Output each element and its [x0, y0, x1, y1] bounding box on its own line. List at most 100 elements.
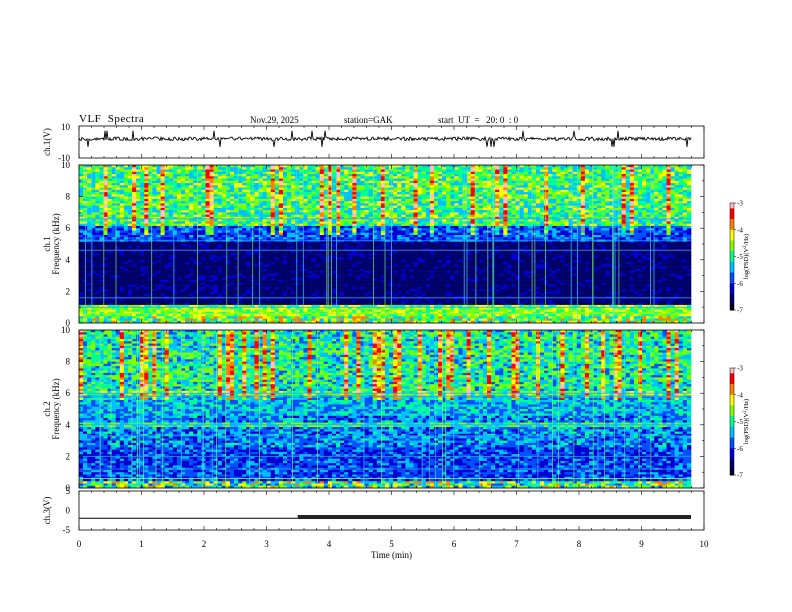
spec-cell [274, 237, 280, 240]
spec-cell [209, 171, 214, 175]
spec-cell [246, 241, 251, 245]
spec-cell [79, 275, 84, 279]
spec-cell [242, 244, 247, 247]
spec-cell [144, 237, 149, 240]
spec-cell [103, 207, 108, 211]
spec-cell [364, 255, 369, 258]
spec-cell [168, 284, 174, 288]
spec-cell [234, 255, 239, 258]
spec-cell [127, 185, 133, 188]
spec-cell [132, 273, 137, 276]
spec-cell [91, 248, 96, 252]
spec-cell [270, 275, 276, 279]
spec-cell [201, 223, 206, 227]
spec-cell [144, 309, 149, 313]
spec-cell [123, 293, 129, 297]
spec-cell [127, 266, 133, 270]
spec-cell [144, 300, 149, 303]
spec-cell [168, 293, 174, 297]
spec-cell [311, 255, 316, 258]
spec-cell [103, 253, 108, 256]
spec-cell [99, 302, 104, 306]
spec-cell [148, 318, 153, 322]
spec-cell [127, 275, 133, 279]
spec-cell [172, 302, 178, 306]
spec-cell [307, 234, 312, 238]
spec-cell [189, 271, 194, 274]
spec-cell [315, 187, 321, 191]
spec-cell [144, 298, 149, 301]
spec-cell [107, 210, 112, 213]
spec-cell [209, 176, 214, 179]
spec-cell [87, 273, 92, 276]
spec-cell [197, 183, 202, 186]
spec-cell [79, 234, 84, 238]
spec-cell [327, 246, 333, 249]
spec-cell [140, 277, 145, 281]
spec-cell [213, 174, 219, 177]
spec-cell [144, 246, 149, 249]
spec-cell [344, 313, 349, 317]
spec-cell [156, 223, 161, 227]
spec-cell [315, 304, 321, 308]
spec-cell [225, 165, 231, 168]
spec-cell [181, 244, 186, 247]
spec-cell [205, 185, 210, 188]
spec-cell [103, 203, 108, 206]
spec-cell [348, 198, 353, 202]
spec-cell [360, 167, 365, 170]
spec-cell [270, 248, 276, 252]
spec-cell [152, 309, 157, 313]
spec-cell [299, 275, 304, 279]
spec-cell [172, 189, 178, 193]
spec-cell [283, 313, 288, 317]
spec-cell [79, 232, 84, 236]
spec-cell [217, 171, 223, 175]
spec-cell [323, 192, 329, 195]
spec-cell [254, 234, 259, 238]
spec-cell [303, 307, 308, 310]
spec-cell [348, 185, 353, 188]
spec-cell [356, 259, 361, 263]
spec-cell [136, 248, 141, 252]
spec-cell [168, 201, 174, 204]
spec-cell [266, 282, 272, 285]
spec-cell [323, 291, 329, 294]
spec-cell [132, 176, 137, 179]
spec-cell [107, 289, 112, 292]
spec-cell [111, 198, 117, 202]
spec-cell [201, 289, 206, 292]
spec-cell [213, 176, 219, 179]
spec-cell [201, 234, 206, 238]
spec-cell [225, 282, 231, 285]
spec-cell [107, 214, 112, 218]
spec-cell [156, 178, 161, 182]
spec-cell [176, 169, 182, 173]
spec-cell [234, 316, 239, 319]
spec-cell [79, 185, 84, 188]
spec-cell [242, 214, 247, 218]
spec-cell [79, 230, 84, 234]
spec-cell [185, 262, 190, 265]
spec-cell [205, 228, 210, 231]
spec-cell [344, 268, 349, 272]
spec-cell [274, 320, 280, 324]
spec-cell [364, 210, 369, 213]
spec-cell [242, 291, 247, 294]
spec-cell [176, 189, 182, 193]
spec-cell [287, 255, 292, 258]
spec-cell [152, 232, 157, 236]
spec-cell [278, 189, 284, 193]
spec-cell [336, 309, 341, 313]
spec-cell [132, 228, 137, 231]
spec-cell [197, 192, 202, 195]
spec-cell [127, 189, 133, 193]
spec-cell [99, 228, 104, 231]
spec-cell [344, 201, 349, 204]
spec-cell [164, 316, 170, 319]
spec-cell [172, 237, 178, 240]
spec-cell [315, 194, 321, 197]
spec-cell [111, 302, 117, 306]
spec-cell [364, 212, 369, 215]
spec-cell [295, 286, 300, 290]
